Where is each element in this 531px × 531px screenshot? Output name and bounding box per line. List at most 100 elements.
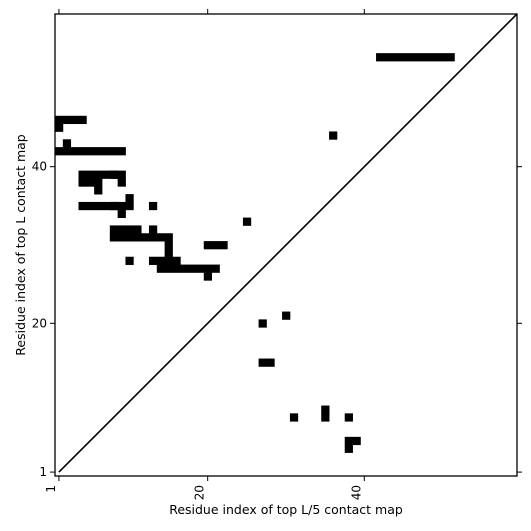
contact-cell-top-l (446, 53, 455, 62)
contact-cell-top-l (399, 53, 408, 62)
contact-cell-top-l (101, 170, 111, 179)
contact-cell-top-l (62, 139, 72, 148)
contact-cell-top-l (164, 264, 173, 273)
contact-cell-top-l (109, 201, 119, 211)
contact-cell-top-l (329, 131, 338, 140)
contact-cell-top-l (78, 147, 87, 156)
contact-cell-top-l (55, 115, 64, 125)
contact-cell-top-l5 (258, 358, 267, 367)
contact-cell-top-l (117, 225, 126, 234)
contact-cell-top-l (438, 53, 447, 62)
contact-cell-top-l (423, 53, 432, 62)
contact-cell-top-l (156, 233, 166, 242)
contact-cell-top-l (195, 264, 205, 273)
contact-cell-top-l (148, 233, 158, 242)
contact-cell-top-l (117, 233, 126, 242)
contact-cell-top-l5 (321, 413, 330, 422)
contact-cell-top-l5 (352, 436, 361, 446)
x-tick-label: 20 (193, 485, 207, 500)
contact-cell-top-l (125, 194, 134, 203)
contact-cell-top-l (211, 264, 220, 273)
contact-cell-top-l (109, 233, 119, 242)
contact-cell-top-l (133, 233, 142, 242)
contact-cell-top-l (203, 264, 213, 273)
contact-cell-top-l (70, 115, 79, 125)
contact-cell-top-l (86, 147, 95, 156)
contact-cell-top-l (62, 147, 72, 156)
contact-cell-top-l (430, 53, 440, 62)
x-tick-label: 40 (349, 485, 363, 500)
contact-cell-top-l (101, 201, 111, 211)
y-tick-label: 1 (39, 465, 47, 479)
contact-cell-top-l (148, 225, 158, 234)
contact-cell-top-l (203, 241, 213, 250)
contact-cell-top-l5 (258, 319, 267, 328)
contact-cell-top-l (78, 178, 87, 187)
y-tick-label: 20 (32, 316, 47, 330)
contact-cell-top-l (94, 186, 103, 195)
contact-cell-top-l5 (266, 358, 275, 367)
contact-cell-top-l (219, 241, 228, 250)
ticks-layer: 1 20 40 1 20 40 (32, 9, 522, 500)
contact-cell-top-l (125, 201, 134, 211)
contact-cell-top-l (164, 256, 173, 265)
contact-cell-top-l (117, 201, 126, 211)
contact-cell-top-l (211, 241, 220, 250)
contact-cell-top-l (62, 115, 72, 125)
contact-cell-top-l (172, 256, 181, 265)
contact-cell-top-l5 (344, 413, 353, 422)
plot-frame (54, 13, 518, 477)
contact-cell-top-l (203, 272, 213, 281)
contact-cell-top-l (383, 53, 393, 62)
contact-cell-top-l (391, 53, 400, 62)
contact-cell-top-l (164, 233, 173, 242)
contact-cell-top-l (156, 264, 166, 273)
contact-cell-top-l (125, 233, 134, 242)
contact-cell-top-l (125, 225, 134, 234)
contact-cell-top-l (133, 225, 142, 234)
contact-cell-top-l (242, 217, 252, 226)
contact-cell-top-l (78, 201, 87, 211)
contact-cell-top-l5 (282, 311, 291, 320)
contact-cell-top-l5 (344, 444, 353, 453)
contact-cell-top-l (172, 264, 181, 273)
contact-cell-top-l (94, 147, 103, 156)
contact-cell-top-l (407, 53, 416, 62)
contact-cell-top-l (55, 147, 64, 156)
contact-cell-top-l (86, 170, 95, 179)
y-axis-label: Residue index of top L contact map (13, 134, 28, 355)
contact-cell-top-l (415, 53, 424, 62)
diagonal-line (58, 13, 518, 473)
contact-cell-top-l5 (344, 436, 353, 446)
contact-cell-top-l5 (321, 405, 330, 414)
contact-cell-top-l (156, 256, 166, 265)
contact-cell-top-l (70, 147, 79, 156)
contact-cell-top-l (117, 170, 126, 179)
contact-cell-top-l (101, 147, 111, 156)
contact-cell-top-l (109, 170, 119, 179)
contact-cell-top-l (55, 123, 64, 132)
y-tick-label: 40 (32, 160, 47, 174)
contact-cell-top-l (109, 147, 119, 156)
x-tick-label: 1 (44, 485, 58, 493)
contact-cell-top-l (164, 241, 173, 250)
contact-cell-top-l (86, 201, 95, 211)
contact-cell-top-l (78, 115, 87, 125)
contact-cell-top-l (117, 178, 126, 187)
contact-cell-top-l (94, 201, 103, 211)
contact-cells-layer (55, 53, 455, 453)
contact-cell-top-l (109, 225, 119, 234)
contact-cell-top-l (117, 209, 126, 218)
contact-cell-top-l (376, 53, 385, 62)
contact-cell-top-l (78, 170, 87, 179)
contact-cell-top-l (86, 178, 95, 187)
contact-cell-top-l (188, 264, 197, 273)
x-axis-label: Residue index of top L/5 contact map (169, 502, 403, 517)
contact-cell-top-l (164, 248, 173, 258)
contact-cell-top-l (94, 178, 103, 187)
contact-cell-top-l (94, 170, 103, 179)
contact-cell-top-l (141, 233, 150, 242)
contact-cell-top-l (148, 256, 158, 265)
contact-cell-top-l (180, 264, 189, 273)
